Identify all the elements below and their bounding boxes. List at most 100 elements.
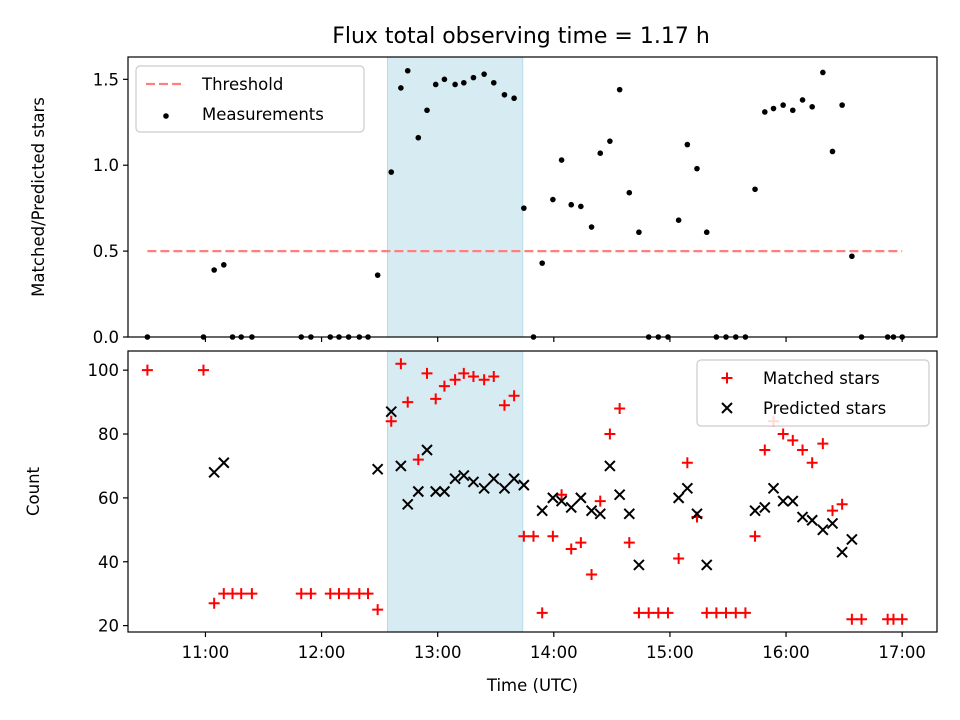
matched-star-point [412, 454, 424, 466]
y-tick-label: 40 [98, 553, 119, 572]
predicted-star-point [565, 501, 577, 514]
legend-label: Threshold [201, 75, 283, 94]
predicted-star-point [623, 508, 635, 520]
matched-star-point [797, 444, 809, 456]
measurement-point [752, 186, 758, 193]
matched-star-point [508, 390, 520, 402]
matched-star-point [759, 444, 771, 456]
matched-star-point [305, 588, 317, 600]
measurement-point [694, 165, 700, 172]
matched-star-point [536, 607, 548, 619]
y-tick-label: 20 [98, 617, 119, 636]
matched-star-point [235, 588, 247, 600]
matched-star-point [652, 607, 664, 619]
predicted-star-point [594, 508, 606, 520]
legend-box [135, 65, 365, 133]
matched-star-point [430, 393, 442, 405]
y-tick-label: 80 [98, 425, 119, 444]
predicted-star-point [817, 524, 829, 536]
predicted-star-point [777, 495, 789, 507]
measurement-point [829, 148, 836, 155]
matched-star-point [208, 597, 220, 609]
matched-star-point [402, 396, 414, 408]
predicted-star-point [604, 460, 616, 472]
measurement-point [607, 138, 613, 144]
predicted-star-point [633, 559, 645, 571]
measurement-point [388, 169, 395, 175]
matched-star-point [623, 537, 635, 549]
predicted-star-point [467, 476, 480, 488]
measurement-point [780, 102, 786, 108]
measurement-point [424, 107, 430, 114]
measurement-point [432, 81, 439, 88]
matched-star-point [777, 428, 789, 440]
predicted-star-point [575, 492, 587, 504]
measurement-point [597, 150, 604, 156]
y-tick-label: 1.0 [93, 156, 119, 175]
predicted-star-point [498, 482, 511, 495]
measurement-point [550, 196, 556, 203]
measurement-point [481, 71, 487, 77]
matched-star-point [787, 434, 799, 446]
y-tick-label: 60 [98, 489, 119, 508]
legend-label: Measurements [202, 105, 324, 124]
matched-star-point [681, 457, 693, 469]
matched-star-point [604, 428, 616, 440]
matched-star-point [141, 364, 153, 376]
measurement-point [761, 109, 768, 115]
matched-star-point [478, 374, 490, 386]
legend-label: Predicted stars [763, 399, 886, 418]
measurement-point [404, 67, 411, 74]
predicted-star-point [759, 501, 771, 514]
matched-star-point [343, 588, 355, 600]
axes-frame [127, 350, 938, 633]
measurement-point [809, 104, 815, 110]
x-tick-label: 12:00 [298, 643, 346, 662]
predicted-star-point [208, 466, 220, 479]
measurement-point [770, 105, 777, 112]
matched-star-point [467, 371, 479, 383]
measurement-point [470, 74, 477, 81]
matched-star-point [438, 380, 450, 392]
matched-star-point [896, 613, 908, 625]
matched-star-point [701, 607, 713, 619]
predicted-star-point [395, 460, 407, 472]
matched-star-point [586, 569, 598, 581]
predicted-star-point [536, 504, 548, 517]
y-tick-label: 1.5 [93, 70, 119, 89]
matched-star-point [449, 374, 461, 386]
predicted-star-point [371, 463, 384, 475]
measurement-point [675, 217, 682, 223]
shaded-region [387, 56, 524, 338]
matched-star-point [643, 607, 655, 619]
predicted-star-point [430, 485, 442, 498]
y-tick-label: 100 [88, 361, 120, 380]
matched-star-point [739, 607, 751, 619]
chart-title: Flux total observing time = 1.17 h [332, 24, 710, 49]
measurement-point [684, 141, 691, 148]
matched-star-point [662, 607, 674, 619]
measurement-point [558, 157, 565, 163]
measurement-point [789, 107, 796, 114]
measurement-point [839, 102, 845, 108]
measurement-point [441, 76, 448, 83]
predicted-star-point [846, 533, 858, 546]
measurement-point [568, 201, 575, 208]
predicted-star-point [402, 498, 414, 510]
matched-star-point [836, 498, 848, 510]
matched-star-point [197, 364, 209, 376]
matched-star-point [826, 505, 838, 517]
measurement-point [849, 253, 855, 260]
predicted-star-point [681, 482, 694, 495]
predicted-star-point [385, 405, 397, 418]
matched-star-point [421, 367, 433, 379]
measurement-point [799, 97, 806, 103]
matched-star-point [575, 537, 587, 549]
measurement-point [616, 86, 623, 93]
measurement-point [461, 79, 467, 86]
measurement-point [211, 267, 217, 273]
y-axis-label: Count [24, 466, 43, 516]
legend-label: Matched stars [763, 369, 880, 388]
matched-star-point [372, 604, 384, 616]
